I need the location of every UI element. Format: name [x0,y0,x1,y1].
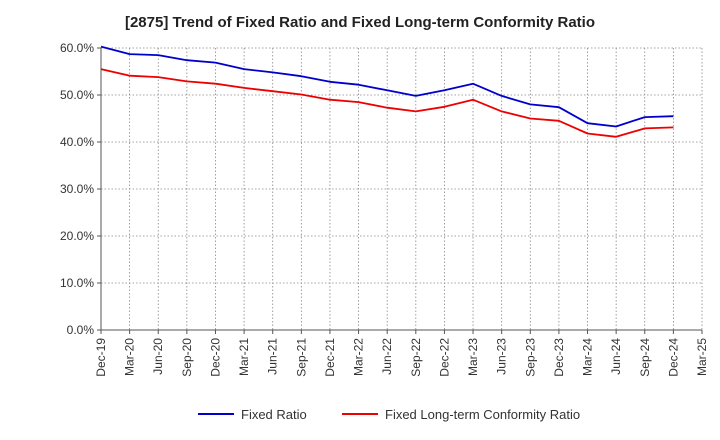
x-tick-label: Sep-20 [180,338,194,377]
chart-title: [2875] Trend of Fixed Ratio and Fixed Lo… [124,14,596,31]
x-tick-label: Mar-23 [466,338,480,376]
y-tick-label: 0.0% [67,323,95,337]
x-tick-label: Dec-22 [437,338,451,377]
y-tick-label: 40.0% [60,135,94,149]
x-tick-label: Jun-24 [609,338,623,375]
y-tick-label: 50.0% [60,88,94,102]
x-tick-label: Jun-20 [151,338,165,375]
x-tick-label: Sep-22 [409,338,423,377]
x-tick-label: Sep-21 [294,338,308,377]
series-line-2 [100,68,674,138]
legend-label-1: Fixed Ratio [241,407,307,422]
x-tick-label: Mar-21 [237,338,251,376]
x-tick-label: Mar-22 [352,338,366,376]
y-tick-label: 20.0% [60,229,94,243]
x-tick-label: Jun-22 [380,338,394,375]
y-tick-label: 60.0% [60,41,94,55]
legend-label-2: Fixed Long-term Conformity Ratio [385,407,580,422]
y-tick-label: 10.0% [60,276,94,290]
x-tick-label: Jun-23 [495,338,509,375]
x-tick-label: Sep-23 [523,338,537,377]
x-tick-label: Dec-20 [208,338,222,377]
y-tick-label: 30.0% [60,182,94,196]
x-tick-label: Dec-24 [666,338,680,377]
x-tick-label: Sep-24 [638,338,652,377]
x-tick-label: Jun-21 [266,338,280,375]
series-line-1 [100,45,674,128]
x-tick-label: Dec-23 [552,338,566,377]
x-tick-label: Dec-19 [94,338,108,377]
x-tick-label: Dec-21 [323,338,337,377]
x-tick-label: Mar-20 [123,338,137,376]
x-tick-label: Mar-25 [695,338,709,376]
x-tick-label: Mar-24 [581,338,595,376]
